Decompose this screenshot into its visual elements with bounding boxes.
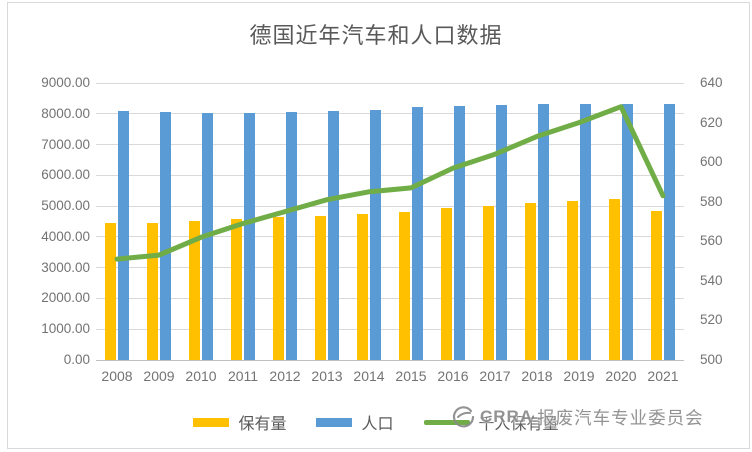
bar-population	[412, 107, 423, 360]
bar-ownership	[147, 223, 158, 360]
x-axis-tick-label: 2014	[353, 368, 385, 384]
bar-population	[454, 106, 465, 360]
bar-population	[202, 112, 213, 360]
watermark-text: 报废汽车专业委员会	[537, 407, 704, 428]
y-axis-right-tick-label: 640	[700, 75, 723, 90]
y-axis-right-tick-label: 600	[700, 154, 723, 170]
bar-ownership	[231, 219, 242, 360]
bar-population	[664, 103, 675, 360]
y-axis-right-tick-label: 560	[700, 233, 723, 249]
bar-ownership	[567, 201, 578, 360]
bar-population	[538, 104, 549, 360]
x-axis-tick-label: 2015	[395, 368, 427, 384]
x-axis-tick-label: 2016	[437, 368, 469, 384]
legend-item-per-thousand: 千人保有量	[423, 410, 559, 434]
y-axis-left-tick-label: 8000.00	[41, 105, 90, 121]
gridline	[96, 267, 684, 269]
bar-ownership	[399, 211, 410, 360]
gridline	[96, 328, 684, 330]
gridline	[96, 82, 684, 84]
bar-population	[622, 104, 633, 360]
bar-population	[328, 111, 339, 360]
bar-ownership	[525, 203, 536, 360]
legend-swatch-population	[316, 417, 353, 427]
bar-population	[244, 112, 255, 360]
x-axis-tick-label: 2021	[647, 368, 679, 384]
y-axis-left-tick-label: 6000.00	[41, 167, 90, 183]
x-axis-tick-label: 2012	[269, 368, 301, 384]
bar-ownership	[273, 217, 284, 360]
y-axis-left-tick-label: 9000.00	[41, 75, 90, 90]
legend-swatch-ownership	[193, 417, 230, 427]
y-axis-right-tick-label: 580	[700, 193, 723, 209]
legend-item-population: 人口	[316, 410, 394, 434]
gridline	[96, 205, 684, 207]
x-axis-tick-label: 2017	[479, 368, 511, 384]
legend-label-ownership: 保有量	[238, 416, 287, 433]
x-axis-tick-label: 2018	[521, 368, 553, 384]
legend-label-per-thousand: 千人保有量	[478, 416, 559, 433]
y-axis-left-tick-label: 4000.00	[41, 228, 90, 244]
x-axis-tick-label: 2011	[227, 368, 259, 384]
gridline	[96, 359, 684, 361]
y-axis-left-tick-label: 2000.00	[41, 290, 90, 306]
y-axis-right-tick-label: 540	[700, 272, 723, 288]
bar-population	[118, 111, 129, 360]
y-axis-left-tick-label: 5000.00	[41, 198, 90, 214]
bar-population	[160, 112, 171, 360]
bar-population	[580, 104, 591, 360]
y-axis-left-tick-label: 1000.00	[41, 321, 90, 337]
x-axis-tick-label: 2010	[185, 368, 217, 384]
legend: 保有量 人口 千人保有量	[0, 410, 752, 434]
legend-swatch-per-thousand-line	[423, 419, 470, 425]
y-axis-left-tick-label: 0.00	[63, 352, 90, 367]
chart-title: 德国近年汽车和人口数据	[249, 23, 503, 48]
y-axis-left-tick-label: 7000.00	[41, 136, 90, 152]
bar-ownership	[609, 199, 620, 360]
gridline	[96, 174, 684, 176]
legend-label-population: 人口	[361, 416, 394, 433]
x-axis-tick-label: 2013	[311, 368, 343, 384]
y-axis-right-tick-label: 500	[700, 352, 723, 367]
bar-population	[286, 112, 297, 360]
gridline	[96, 236, 684, 238]
bar-ownership	[651, 210, 662, 360]
x-axis-tick-label: 2009	[143, 368, 175, 384]
bar-ownership	[315, 215, 326, 360]
crra-logo-icon	[452, 406, 475, 428]
x-axis-tick-label: 2019	[563, 368, 595, 384]
bar-ownership	[441, 208, 452, 360]
chart-border-frame	[7, 2, 750, 449]
y-axis-left-tick-label: 3000.00	[41, 259, 90, 275]
bar-population	[496, 105, 507, 360]
y-axis-right-tick-label: 520	[700, 312, 723, 328]
y-axis-right-tick-label: 620	[700, 114, 723, 130]
bar-population	[370, 110, 381, 360]
bar-ownership	[189, 221, 200, 360]
gridline	[96, 113, 684, 115]
x-axis-tick-label: 2020	[605, 368, 637, 384]
watermark-brand: CRRA	[480, 407, 534, 426]
gridline	[96, 144, 684, 146]
bar-ownership	[105, 223, 116, 360]
bar-ownership	[357, 213, 368, 360]
legend-item-ownership: 保有量	[193, 410, 286, 434]
gridline	[96, 297, 684, 299]
bar-ownership	[483, 206, 494, 360]
watermark: CRRA 报废汽车专业委员会	[450, 404, 704, 430]
x-axis-tick-label: 2008	[101, 368, 133, 384]
